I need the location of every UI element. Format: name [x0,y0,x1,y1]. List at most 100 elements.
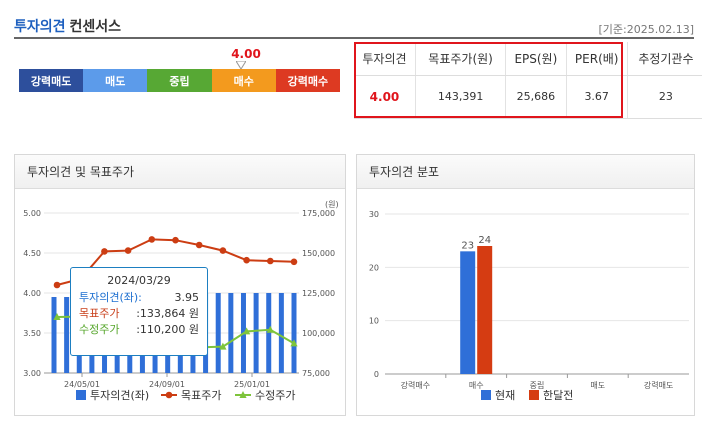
opinion-scale-segment: 강력매수 [275,69,341,92]
summary-header-row: 투자의견 목표주가(원) EPS(원) PER(배) 추정기관수 [354,42,702,76]
target-price-point [195,241,203,249]
tooltip-label-target-price: 목표주가 [79,307,120,320]
target-price-point [101,248,108,255]
x-tick-label: 중립 [530,381,545,390]
opinion-scale-segment: 매도 [83,69,148,92]
adjusted-price-point [53,313,61,320]
title-accent: 투자의견 [14,19,66,35]
x-tick-label: 24/09/01 [149,380,185,389]
x-tick-label: 강력매수 [401,380,430,390]
y-left-tick-label: 3.00 [23,369,41,378]
opinion-distribution-panel-title: 투자의견 분포 [357,155,694,189]
tooltip-label-opinion: 투자의견(좌): [79,291,142,304]
summary-header-target-price: 목표주가(원) [415,42,507,76]
summary-value-row: 4.00 143,391 25,686 3.67 23 [354,75,702,119]
adjusted-price-point [290,339,298,347]
current-bar [460,251,476,374]
consensus-summary-table: 투자의견 목표주가(원) EPS(원) PER(배) 추정기관수 4.00 14… [354,42,702,119]
opinion-bar [228,293,234,373]
y-right-tick-label: 175,000 [302,209,335,218]
x-tick-label: 강력매도 [644,380,673,390]
target-price-point [148,236,156,243]
legend-opinion-swatch [76,390,86,400]
opinion-bar [266,293,272,373]
y-right-tick-label: 75,000 [302,369,330,378]
opinion-bar [64,297,70,373]
legend-adjusted-price-label: 수정주가 [255,389,295,402]
opinion-bar [291,293,297,373]
page-title: 투자의견 컨센서스 [14,16,121,36]
legend-target-price-marker [165,391,173,399]
target-price-point [124,247,132,254]
summary-value-eps: 25,686 [505,75,567,119]
target-price-point [219,247,227,254]
y-right-tick-label: 125,000 [302,289,335,298]
bar-data-label: 24 [478,235,491,246]
y-right-tick-label: 150,000 [302,249,335,258]
y-left-tick-label: 3.50 [23,329,41,338]
y-tick-label: 10 [369,317,379,326]
adjusted-price-point [243,327,251,335]
opinion-bar [253,293,259,373]
adjusted-price-point [266,325,274,333]
y-left-tick-label: 5.00 [23,209,41,218]
x-tick-label: 25/01/01 [234,380,270,389]
y-left-tick-label: 4.00 [23,289,41,298]
x-tick-label: 매수 [469,381,484,390]
y-tick-label: 0 [374,370,379,379]
summary-header-institutions: 추정기관수 [627,42,702,76]
tooltip-date: 2024/03/29 [107,274,171,287]
summary-header-opinion: 투자의견 [354,42,416,76]
target-price-point [290,258,298,266]
opinion-bar [215,293,221,373]
x-tick-label: 매도 [590,381,605,390]
header-divider [14,37,694,39]
opinion-scale-segment: 매수 [211,69,276,92]
target-price-point [172,236,179,244]
legend-month-ago-swatch [529,390,539,400]
summary-value-institutions: 23 [627,75,702,119]
opinion-marker-value: 4.00 [231,47,261,61]
x-tick-label: 24/05/01 [64,380,100,389]
opinion-price-panel-title: 투자의견 및 목표주가 [15,155,345,189]
y-right-axis-label: (원) [325,200,339,209]
target-price-point [53,281,61,289]
legend-target-price-label: 목표주가 [181,389,221,402]
tooltip-value-adjusted-price: :110,200 원 [136,323,199,336]
opinion-marker-triangle-icon [236,61,246,70]
tooltip-row-opinion: 투자의견(좌): 3.95 [79,290,199,306]
summary-value-per: 3.67 [566,75,628,119]
opinion-bar [278,293,284,373]
tooltip-label-adjusted-price: 수정주가 [79,323,120,336]
tooltip-row-adjusted-price: 수정주가 :110,200 원 [79,322,199,338]
bar-data-label: 23 [461,240,474,251]
summary-header-per: PER(배) [566,42,628,76]
opinion-bar [51,297,57,373]
chart-tooltip: 2024/03/29 투자의견(좌): 3.95 목표주가 :133,864 원… [70,267,208,356]
summary-value-target-price: 143,391 [415,75,507,119]
legend-month-ago-label: 한달전 [543,389,573,402]
tooltip-row-target-price: 목표주가 :133,864 원 [79,306,199,322]
target-price-point [267,257,274,265]
y-tick-label: 30 [369,210,379,219]
opinion-scale: 강력매도 매도 중립 매수 강력매수 [19,69,341,92]
legend-current-swatch [481,390,491,400]
tooltip-value-opinion: 3.95 [174,291,200,304]
y-left-tick-label: 4.50 [23,249,41,258]
adjusted-price-point [219,342,227,350]
legend-current-label: 현재 [495,389,515,402]
opinion-scale-segment: 강력매도 [19,69,84,92]
opinion-scale-segment: 중립 [147,69,212,92]
summary-value-opinion: 4.00 [354,75,416,119]
base-date: [기준:2025.02.13] [598,23,694,36]
tooltip-value-target-price: :133,864 원 [136,307,199,320]
y-right-tick-label: 100,000 [302,329,335,338]
month-ago-bar [477,246,493,374]
title-rest: 컨센서스 [69,19,122,35]
y-tick-label: 20 [369,263,379,272]
summary-header-eps: EPS(원) [505,42,567,76]
legend-opinion-label: 투자의견(좌) [90,389,149,402]
legend-adjusted-price-marker [239,391,247,398]
